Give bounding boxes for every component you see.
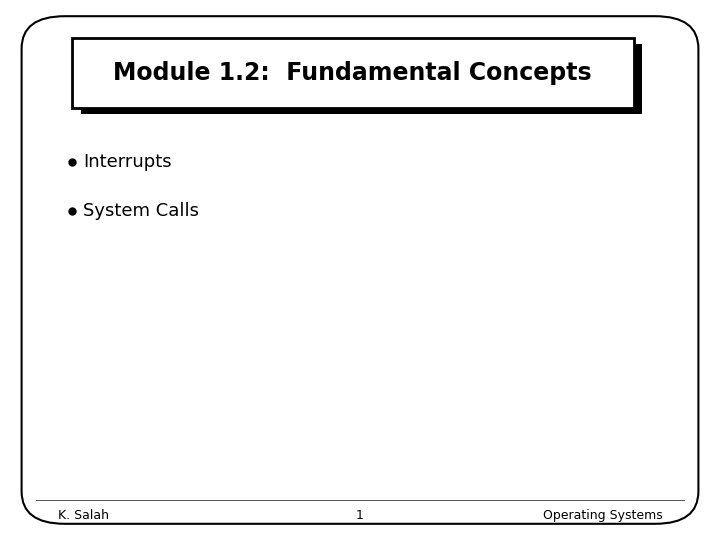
Bar	[81, 44, 642, 114]
Text: 1: 1	[356, 509, 364, 522]
Text: Operating Systems: Operating Systems	[543, 509, 662, 522]
Bar	[72, 38, 634, 108]
Text: Module 1.2:  Fundamental Concepts: Module 1.2: Fundamental Concepts	[114, 61, 592, 85]
Text: Interrupts: Interrupts	[83, 153, 171, 171]
Text: K. Salah: K. Salah	[58, 509, 109, 522]
Text: System Calls: System Calls	[83, 201, 199, 220]
FancyBboxPatch shape	[22, 16, 698, 524]
